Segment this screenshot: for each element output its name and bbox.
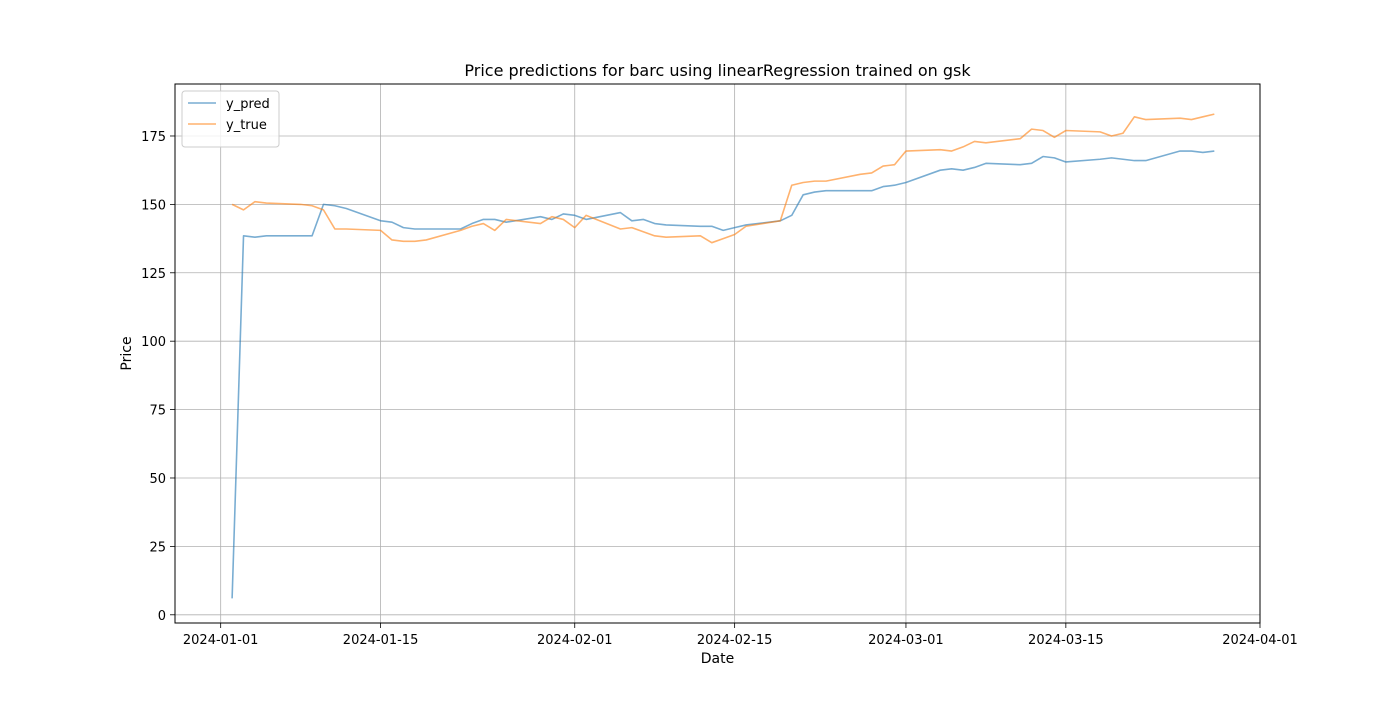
x-tick-label: 2024-01-15 bbox=[343, 633, 419, 648]
y-axis-label: Price bbox=[119, 336, 135, 370]
y-tick-label: 75 bbox=[149, 404, 166, 419]
series-lines bbox=[231, 113, 1215, 599]
y-tick-label: 100 bbox=[141, 335, 166, 350]
series-line-y-true bbox=[231, 113, 1215, 244]
x-tick-label: 2024-03-01 bbox=[868, 633, 944, 648]
y-tick-label: 25 bbox=[149, 540, 166, 555]
chart-title: Price predictions for barc using linearR… bbox=[464, 61, 971, 80]
x-tick-label: 2024-02-01 bbox=[537, 633, 613, 648]
x-tick-label: 2024-03-15 bbox=[1028, 633, 1104, 648]
y-tick-label: 150 bbox=[141, 198, 166, 213]
x-tick-label: 2024-04-01 bbox=[1222, 633, 1298, 648]
x-axis-label: Date bbox=[701, 651, 734, 667]
axis-ticks: 2024-01-01 2024-01-15 2024-02-01 2024-02-15… bbox=[141, 130, 1298, 648]
legend-label: y_pred bbox=[226, 97, 270, 112]
y-tick-label: 0 bbox=[158, 609, 166, 624]
legend: y_pred y_true bbox=[181, 90, 280, 148]
plot-frame bbox=[174, 83, 1261, 624]
x-tick-label: 2024-02-15 bbox=[697, 633, 773, 648]
x-tick-label: 2024-01-01 bbox=[183, 633, 259, 648]
legend-label: y_true bbox=[226, 118, 267, 133]
y-tick-label: 50 bbox=[149, 472, 166, 487]
legend-box bbox=[181, 90, 280, 148]
series-line-y-pred bbox=[231, 150, 1215, 599]
gridlines bbox=[175, 84, 1261, 623]
y-tick-label: 125 bbox=[141, 267, 166, 282]
y-tick-label: 175 bbox=[141, 130, 166, 145]
